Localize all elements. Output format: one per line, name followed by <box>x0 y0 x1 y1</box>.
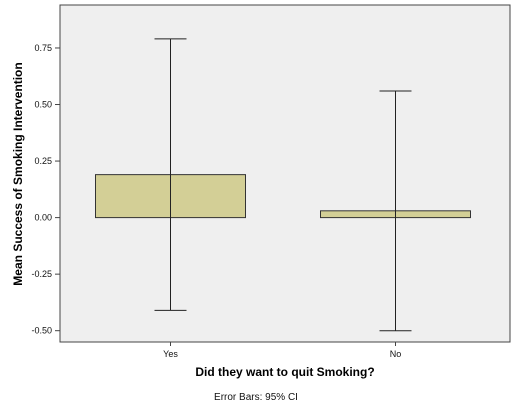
plot-area <box>59 4 511 343</box>
x-axis-title: Did they want to quit Smoking? <box>195 365 374 379</box>
y-tick-label: 0.25 <box>34 156 52 166</box>
y-tick-label: -0.25 <box>31 269 52 279</box>
y-axis: 0.75 0.50 0.25 0.00 -0.25 -0.50 <box>31 43 60 336</box>
y-tick-label: 0.50 <box>34 100 52 110</box>
y-axis-title: Mean Success of Smoking Intervention <box>11 62 25 285</box>
y-tick-label: 0.75 <box>34 43 52 53</box>
y-tick-label: 0.00 <box>34 213 52 223</box>
x-axis: Yes No <box>163 342 401 359</box>
x-tick-label: No <box>390 349 402 359</box>
y-tick-label: -0.50 <box>31 326 52 336</box>
x-tick-label: Yes <box>163 349 178 359</box>
error-bars-footnote: Error Bars: 95% CI <box>214 392 298 403</box>
error-bars <box>154 38 412 332</box>
